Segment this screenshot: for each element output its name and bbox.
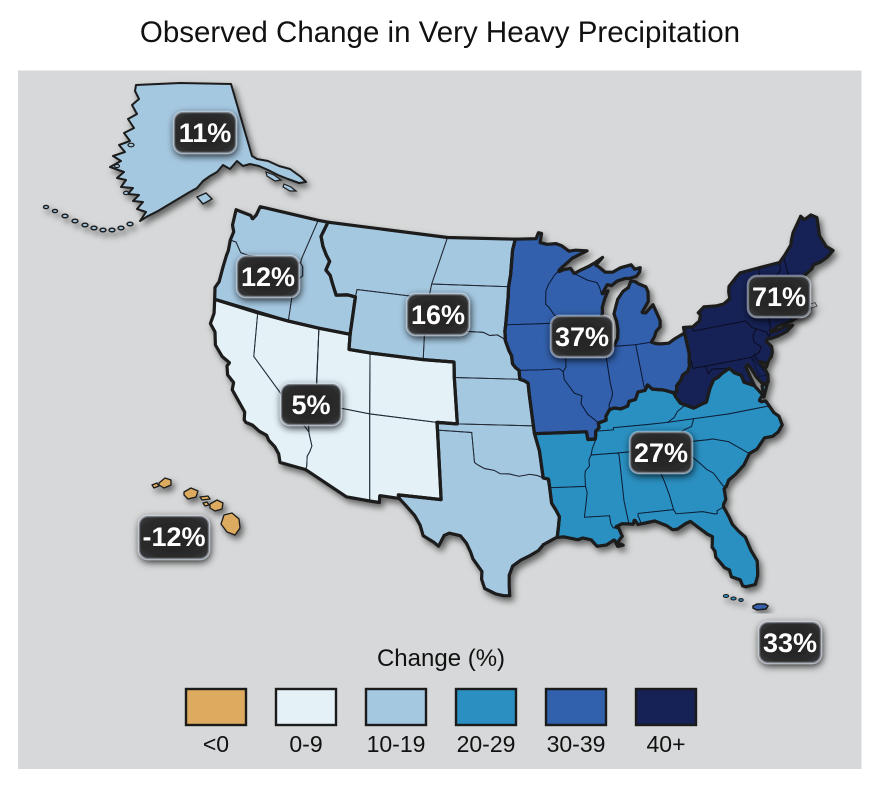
svg-text:40+: 40+	[646, 731, 685, 757]
svg-text:30-39: 30-39	[547, 731, 606, 757]
svg-text:20-29: 20-29	[457, 731, 516, 757]
svg-text:Observed Change in Very Heavy: Observed Change in Very Heavy Precipitat…	[140, 16, 740, 49]
svg-text:<0: <0	[203, 731, 229, 757]
svg-text:5%: 5%	[291, 390, 330, 420]
svg-text:10-19: 10-19	[367, 731, 426, 757]
svg-text:Change (%): Change (%)	[377, 645, 505, 672]
svg-text:0-9: 0-9	[289, 731, 322, 757]
svg-text:12%: 12%	[241, 262, 295, 292]
svg-text:33%: 33%	[763, 628, 817, 658]
svg-text:-12%: -12%	[142, 522, 205, 552]
svg-text:71%: 71%	[752, 282, 806, 312]
svg-text:27%: 27%	[634, 438, 688, 468]
svg-text:11%: 11%	[179, 118, 232, 148]
svg-text:37%: 37%	[555, 322, 609, 352]
svg-text:16%: 16%	[411, 300, 465, 330]
